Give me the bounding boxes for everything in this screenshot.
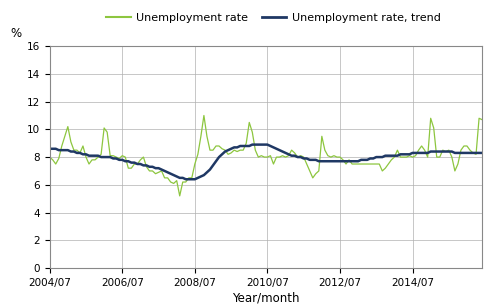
Line: Unemployment rate, trend: Unemployment rate, trend — [50, 144, 482, 179]
Unemployment rate, trend — [180, 176, 186, 180]
Unemployment rate — [401, 155, 407, 159]
Unemployment rate, trend — [249, 143, 255, 146]
Unemployment rate — [201, 114, 207, 117]
Unemployment rate — [110, 154, 116, 157]
Legend: Unemployment rate, Unemployment rate, trend: Unemployment rate, Unemployment rate, tr… — [102, 9, 445, 27]
Unemployment rate — [47, 155, 53, 159]
Unemployment rate — [177, 194, 183, 198]
Unemployment rate — [479, 118, 485, 121]
Unemployment rate, trend — [479, 151, 485, 155]
Unemployment rate, trend — [407, 152, 413, 156]
Unemployment rate, trend — [183, 177, 189, 181]
Text: %: % — [10, 27, 21, 40]
Unemployment rate, trend — [77, 151, 83, 155]
Unemployment rate — [77, 151, 83, 155]
Unemployment rate, trend — [47, 147, 53, 151]
Unemployment rate — [183, 180, 189, 184]
Unemployment rate, trend — [110, 156, 116, 160]
Line: Unemployment rate: Unemployment rate — [50, 116, 482, 196]
Unemployment rate — [407, 154, 413, 157]
Unemployment rate, trend — [401, 152, 407, 156]
X-axis label: Year/month: Year/month — [232, 292, 300, 305]
Unemployment rate — [361, 162, 367, 166]
Unemployment rate, trend — [361, 158, 367, 162]
